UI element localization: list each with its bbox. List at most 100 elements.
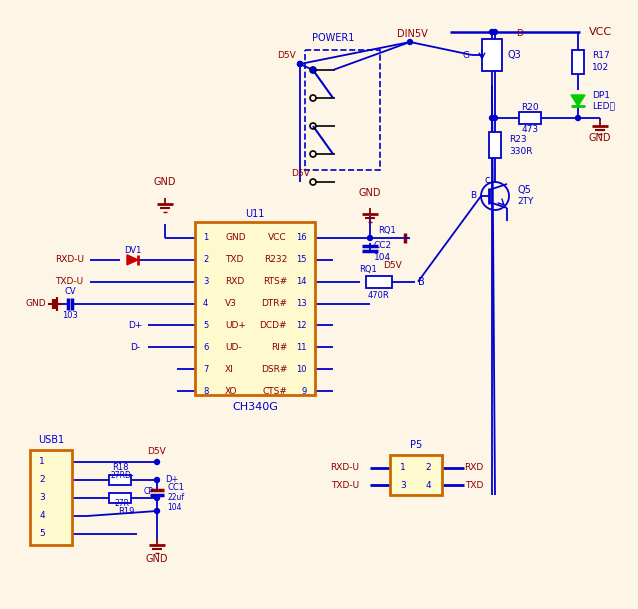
Bar xyxy=(30,450,72,545)
Bar xyxy=(305,50,380,170)
Text: CC1: CC1 xyxy=(167,484,184,493)
Text: R18: R18 xyxy=(112,463,128,473)
Text: Q5: Q5 xyxy=(517,185,531,195)
Text: POWER1: POWER1 xyxy=(312,33,354,43)
Circle shape xyxy=(489,29,494,35)
Text: 473: 473 xyxy=(521,125,538,135)
Text: XI: XI xyxy=(225,365,234,374)
Text: RXD: RXD xyxy=(464,463,484,473)
Text: RXD: RXD xyxy=(225,277,244,286)
Text: 2: 2 xyxy=(425,463,431,473)
Text: 9: 9 xyxy=(302,387,307,395)
Text: D5V: D5V xyxy=(278,51,297,60)
Text: G: G xyxy=(463,51,470,60)
Text: DSR#: DSR# xyxy=(261,365,287,374)
Text: D+: D+ xyxy=(128,321,142,330)
Text: 8: 8 xyxy=(203,387,209,395)
Text: 15: 15 xyxy=(297,255,307,264)
Text: VCC: VCC xyxy=(269,233,287,242)
Text: 104: 104 xyxy=(375,253,392,262)
Text: RQ1: RQ1 xyxy=(378,225,396,234)
Circle shape xyxy=(154,509,160,513)
Text: D+: D+ xyxy=(165,476,179,485)
Text: 104: 104 xyxy=(167,504,181,513)
Text: D-: D- xyxy=(130,343,140,352)
Text: 11: 11 xyxy=(297,343,307,352)
Text: U11: U11 xyxy=(246,209,265,219)
Text: 27RD-: 27RD- xyxy=(110,471,134,481)
Text: GND: GND xyxy=(359,188,382,198)
Text: B: B xyxy=(470,191,476,200)
Text: R23: R23 xyxy=(509,135,526,144)
Text: CC2: CC2 xyxy=(374,242,392,250)
Text: 1: 1 xyxy=(203,233,208,242)
Text: DIN5V: DIN5V xyxy=(397,29,427,39)
Text: RXD-U: RXD-U xyxy=(55,255,84,264)
Bar xyxy=(572,50,584,74)
Text: R17: R17 xyxy=(592,52,610,60)
Text: GND: GND xyxy=(25,299,46,308)
Bar xyxy=(195,222,315,395)
Text: UD-: UD- xyxy=(225,343,242,352)
Circle shape xyxy=(297,62,302,66)
Text: 4: 4 xyxy=(425,481,431,490)
Text: 10: 10 xyxy=(297,365,307,374)
Circle shape xyxy=(489,116,494,121)
Text: TXD: TXD xyxy=(465,481,483,490)
Bar xyxy=(109,493,131,503)
Text: TXD: TXD xyxy=(225,255,243,264)
Text: 2: 2 xyxy=(203,255,208,264)
Text: Q3: Q3 xyxy=(508,50,522,60)
Text: GND: GND xyxy=(145,554,168,564)
Circle shape xyxy=(154,496,160,501)
Text: V3: V3 xyxy=(225,299,237,308)
Text: 1: 1 xyxy=(400,463,406,473)
Text: GND: GND xyxy=(154,177,176,187)
Circle shape xyxy=(367,236,373,241)
Text: c: c xyxy=(484,175,490,185)
Text: GND: GND xyxy=(225,233,246,242)
Text: 330R: 330R xyxy=(509,147,533,157)
Text: DTR#: DTR# xyxy=(261,299,287,308)
Text: VCC: VCC xyxy=(588,27,612,37)
Text: 3: 3 xyxy=(203,277,209,286)
Text: TXD-U: TXD-U xyxy=(55,277,83,286)
Text: 22uf: 22uf xyxy=(167,493,184,502)
Text: LED蓝: LED蓝 xyxy=(592,102,615,110)
Circle shape xyxy=(154,477,160,482)
Text: 2: 2 xyxy=(39,476,45,485)
Text: XO: XO xyxy=(225,387,237,395)
Text: R232: R232 xyxy=(263,255,287,264)
Text: TXD-U: TXD-U xyxy=(331,481,359,490)
Circle shape xyxy=(408,40,413,44)
Text: 6: 6 xyxy=(203,343,209,352)
Text: RTS#: RTS# xyxy=(263,277,287,286)
Bar xyxy=(366,276,392,287)
Text: R20: R20 xyxy=(521,104,539,113)
Circle shape xyxy=(493,29,498,35)
Polygon shape xyxy=(127,255,138,265)
Text: UD+: UD+ xyxy=(225,321,246,330)
Text: D5V: D5V xyxy=(383,261,403,270)
Text: CH340G: CH340G xyxy=(232,402,278,412)
Text: 3: 3 xyxy=(400,481,406,490)
Bar xyxy=(390,455,442,495)
Text: R19: R19 xyxy=(118,507,135,515)
Bar xyxy=(519,112,541,124)
Text: RI#: RI# xyxy=(271,343,287,352)
Text: D5V: D5V xyxy=(147,448,167,457)
Bar xyxy=(482,39,502,71)
Text: 4: 4 xyxy=(203,299,208,308)
Bar xyxy=(109,475,131,485)
Text: DV1: DV1 xyxy=(124,247,142,255)
Text: 4: 4 xyxy=(39,512,45,521)
Text: 14: 14 xyxy=(297,277,307,286)
Text: 5: 5 xyxy=(203,321,208,330)
Text: D: D xyxy=(517,29,523,38)
Text: 470R: 470R xyxy=(368,291,390,300)
Text: GND: GND xyxy=(589,133,611,143)
Text: 2TY: 2TY xyxy=(517,197,533,205)
Text: RQ1: RQ1 xyxy=(359,265,377,274)
Text: USB1: USB1 xyxy=(38,435,64,445)
Bar xyxy=(489,132,501,158)
